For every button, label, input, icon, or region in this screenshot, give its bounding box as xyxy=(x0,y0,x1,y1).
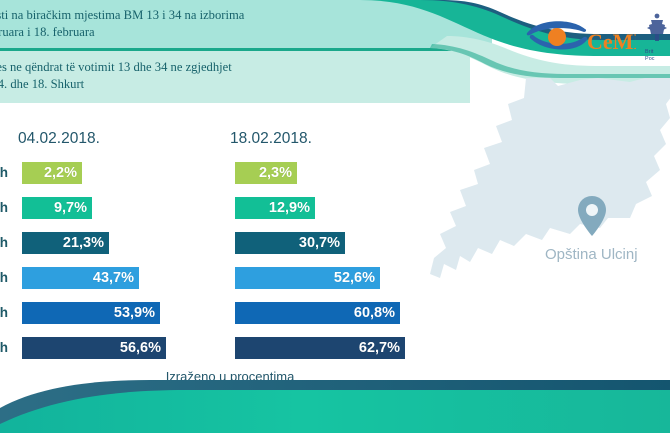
bar-right-value-0: 2,3% xyxy=(258,165,292,181)
header-title-sq-line2: ura me 4. dhe 18. Shkurt xyxy=(0,76,85,91)
bar-right-2: 30,7% xyxy=(235,232,345,254)
bar-right-value-3: 52,6% xyxy=(333,270,375,286)
bar-left-1: 9,7% xyxy=(22,197,92,219)
header-title-sq-line1: a e daljes ne qëndrat të votimit 13 dhe … xyxy=(0,60,232,74)
bar-left-5: 56,6% xyxy=(22,337,166,359)
table-row: h 43,7% 52,6% xyxy=(0,267,470,289)
british-embassy-line2: Poc xyxy=(645,56,655,62)
hour-label-2: h xyxy=(0,235,8,250)
map-location-label: Opština Ulcinj xyxy=(545,246,638,263)
hour-label-5: h xyxy=(0,340,8,355)
header-band-albanian xyxy=(0,51,470,103)
bar-right-value-4: 60,8% xyxy=(353,305,395,321)
montenegro-map xyxy=(430,78,670,368)
table-row: h 2,2% 2,3% xyxy=(0,162,470,184)
british-embassy-logo: Brit Poc xyxy=(645,12,670,64)
bar-right-value-5: 62,7% xyxy=(358,340,400,356)
bar-left-value-0: 2,2% xyxy=(43,165,77,181)
bar-right-4: 60,8% xyxy=(235,302,400,324)
column-header-date-1: 18.02.2018. xyxy=(230,130,312,147)
map-pin-icon xyxy=(578,196,606,236)
column-header-date-0: 04.02.2018. xyxy=(18,130,100,147)
bar-right-5: 62,7% xyxy=(235,337,405,359)
bar-left-value-3: 43,7% xyxy=(92,270,134,286)
british-embassy-line1: Brit xyxy=(645,49,654,55)
bar-left-value-2: 21,3% xyxy=(62,235,104,251)
cemi-wordmark: CeMI xyxy=(587,29,636,54)
header-divider xyxy=(0,48,492,51)
table-row: h 9,7% 12,9% xyxy=(0,197,470,219)
bar-right-1: 12,9% xyxy=(235,197,315,219)
bar-right-0: 2,3% xyxy=(235,162,297,184)
bar-left-value-1: 9,7% xyxy=(53,200,87,216)
header: izlaznosti na biračkim mjestima BM 13 i … xyxy=(0,0,670,110)
turnout-bar-chart: 04.02.2018. 18.02.2018. h 2,2% 2,3% h 9,… xyxy=(0,125,470,370)
bar-right-value-1: 12,9% xyxy=(268,200,310,216)
cemi-logo: CeMI xyxy=(524,14,642,64)
hour-label-4: h xyxy=(0,305,8,320)
bar-left-value-4: 53,9% xyxy=(113,305,155,321)
table-row: h 21,3% 30,7% xyxy=(0,232,470,254)
header-title-me-line1: izlaznosti na biračkim mjestima BM 13 i … xyxy=(0,8,245,22)
hour-label-3: h xyxy=(0,270,8,285)
header-title-montenegrin: izlaznosti na biračkim mjestima BM 13 i … xyxy=(0,7,244,40)
header-title-albanian: a e daljes ne qëndrat të votimit 13 dhe … xyxy=(0,59,232,92)
map-shape xyxy=(430,78,670,278)
royal-crest-icon xyxy=(647,13,667,41)
bar-left-2: 21,3% xyxy=(22,232,109,254)
footer: #IZBORI xyxy=(0,378,670,433)
table-row: h 56,6% 62,7% xyxy=(0,337,470,359)
bar-left-value-5: 56,6% xyxy=(119,340,161,356)
bar-right-value-2: 30,7% xyxy=(298,235,340,251)
footer-wave-graphic xyxy=(0,380,670,433)
table-row: h 53,9% 60,8% xyxy=(0,302,470,324)
bar-left-3: 43,7% xyxy=(22,267,139,289)
header-band-montenegrin xyxy=(0,0,492,48)
header-title-me-line2: n 4. februara i 18. februara xyxy=(0,24,95,39)
eye-icon xyxy=(526,21,588,50)
hour-label-1: h xyxy=(0,200,8,215)
hour-label-0: h xyxy=(0,165,8,180)
bar-right-3: 52,6% xyxy=(235,267,380,289)
bar-left-4: 53,9% xyxy=(22,302,160,324)
bar-left-0: 2,2% xyxy=(22,162,82,184)
